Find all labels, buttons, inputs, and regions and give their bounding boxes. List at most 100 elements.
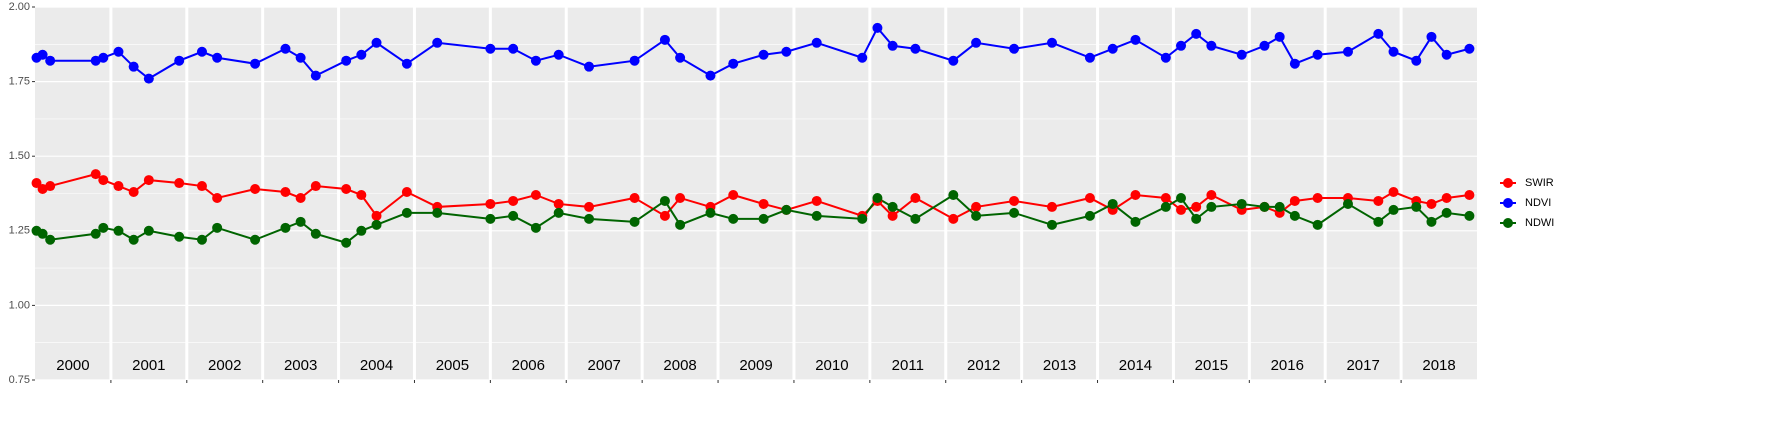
year-label: 2013 [1043,357,1076,374]
point [1009,43,1020,54]
point [1373,216,1384,227]
point [1411,201,1422,212]
point [295,52,306,63]
point [401,58,412,69]
point [584,201,595,212]
point [37,228,48,239]
point [728,58,739,69]
point [1130,216,1141,227]
point [1084,52,1095,63]
point [553,49,564,60]
point [1130,34,1141,45]
point [728,189,739,200]
point [758,213,769,224]
point [295,192,306,203]
point [1160,192,1171,203]
point [1191,201,1202,212]
point [1464,43,1475,54]
point [1441,49,1452,60]
point [887,210,898,221]
point [629,192,640,203]
point [948,55,959,66]
point [485,213,496,224]
year-label: 2001 [132,357,165,374]
point [971,210,982,221]
year-label: 2017 [1346,357,1379,374]
point [1464,189,1475,200]
point [1388,46,1399,57]
point [1046,201,1057,212]
point [1312,219,1323,230]
point [705,70,716,81]
point [98,222,109,233]
point [1130,189,1141,200]
point [1191,28,1202,39]
point [90,55,101,66]
point [113,46,124,57]
point [781,46,792,57]
point [1441,207,1452,218]
year-label: 2006 [512,357,545,374]
point [341,55,352,66]
point [295,216,306,227]
point [675,219,686,230]
point [910,43,921,54]
year-label: 2014 [1119,357,1152,374]
legend-key-point [1503,218,1513,228]
point [857,52,868,63]
point [128,187,139,198]
point [1206,201,1217,212]
point [250,234,261,245]
point [401,207,412,218]
point [310,181,321,192]
point [1342,198,1353,209]
point [629,55,640,66]
point [1176,204,1187,215]
year-label: 2015 [1195,357,1228,374]
point [1426,216,1437,227]
point [781,204,792,215]
point [250,184,261,195]
point [143,73,154,84]
point [811,195,822,206]
point [90,228,101,239]
point [1426,198,1437,209]
point [1259,40,1270,51]
point [371,37,382,48]
point [1388,187,1399,198]
point [1441,192,1452,203]
point [45,181,56,192]
point [910,213,921,224]
point [1464,210,1475,221]
point [1342,46,1353,57]
point [1289,210,1300,221]
point [90,169,101,180]
y-tick-label: 2.00 [9,1,30,13]
year-label: 2009 [739,357,772,374]
point [971,37,982,48]
point [1236,49,1247,60]
point [971,201,982,212]
legend-key-point [1503,198,1513,208]
point [280,222,291,233]
point [887,201,898,212]
point [1009,195,1020,206]
point [280,187,291,198]
point [212,222,223,233]
point [45,234,56,245]
point [371,219,382,230]
point [371,210,382,221]
point [675,52,686,63]
year-label: 2010 [815,357,848,374]
point [1289,58,1300,69]
point [508,210,519,221]
point [1046,219,1057,230]
point [45,55,56,66]
point [1373,28,1384,39]
legend-label: SWIR [1525,177,1554,189]
year-label: 2018 [1422,357,1455,374]
point [356,49,367,60]
point [98,52,109,63]
point [910,192,921,203]
point [948,189,959,200]
